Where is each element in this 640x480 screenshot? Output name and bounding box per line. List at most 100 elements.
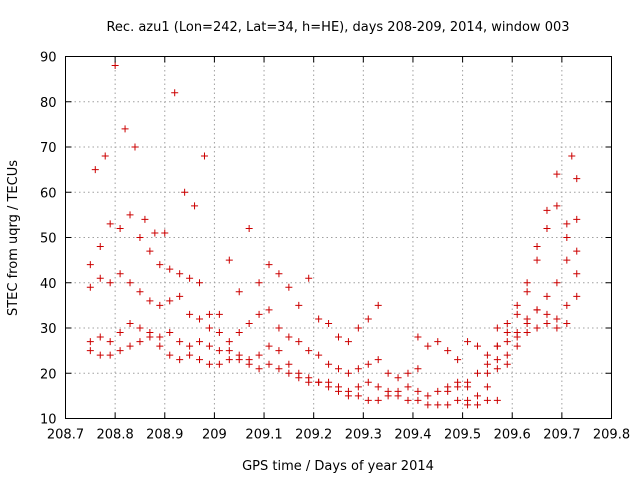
data-point xyxy=(141,215,149,223)
data-point xyxy=(146,247,154,255)
grid xyxy=(65,56,612,419)
data-point xyxy=(166,329,174,337)
data-point xyxy=(176,292,184,300)
data-point xyxy=(364,360,372,368)
data-point xyxy=(553,315,561,323)
data-point xyxy=(225,356,233,364)
data-point xyxy=(543,292,551,300)
data-point xyxy=(464,378,472,386)
data-point xyxy=(205,324,213,332)
x-tick-label: 209.1 xyxy=(245,428,282,443)
data-point xyxy=(394,392,402,400)
data-point xyxy=(245,360,253,368)
data-point xyxy=(493,342,501,350)
data-point xyxy=(444,347,452,355)
data-point xyxy=(186,310,194,318)
data-point xyxy=(96,243,104,251)
data-point xyxy=(146,297,154,305)
data-point xyxy=(245,319,253,327)
data-point xyxy=(483,383,491,391)
data-point xyxy=(384,392,392,400)
y-tick-label: 50 xyxy=(40,232,57,247)
x-tick-label: 209.6 xyxy=(494,428,531,443)
data-point xyxy=(354,365,362,373)
data-points xyxy=(86,62,581,409)
data-point xyxy=(196,338,204,346)
data-point xyxy=(503,338,511,346)
data-point xyxy=(156,261,164,269)
data-point xyxy=(275,365,283,373)
data-point xyxy=(503,360,511,368)
data-point xyxy=(354,383,362,391)
data-point xyxy=(404,369,412,377)
data-point xyxy=(171,89,179,97)
data-point xyxy=(374,383,382,391)
data-point xyxy=(533,306,541,314)
data-point xyxy=(543,206,551,214)
data-point xyxy=(503,319,511,327)
data-point xyxy=(553,170,561,178)
data-point xyxy=(136,338,144,346)
data-point xyxy=(335,387,342,395)
data-point xyxy=(86,261,94,269)
data-point xyxy=(464,396,472,404)
data-point xyxy=(563,256,571,264)
data-point xyxy=(424,401,432,409)
data-point xyxy=(305,378,313,386)
data-point xyxy=(151,229,159,237)
data-point xyxy=(434,387,442,395)
chart-title: Rec. azu1 (Lon=242, Lat=34, h=HE), days … xyxy=(106,20,569,35)
data-point xyxy=(374,301,382,309)
y-tick-label: 40 xyxy=(40,277,57,292)
data-point xyxy=(394,374,402,382)
data-point xyxy=(523,315,531,323)
data-point xyxy=(483,396,491,404)
data-point xyxy=(493,396,501,404)
data-point xyxy=(265,261,273,269)
data-point xyxy=(205,342,213,350)
data-point xyxy=(374,356,382,364)
data-point xyxy=(285,360,293,368)
y-tick-label: 10 xyxy=(40,413,57,428)
data-point xyxy=(285,333,293,341)
data-point xyxy=(573,215,581,223)
data-point xyxy=(503,351,511,359)
data-point xyxy=(325,319,333,327)
data-point xyxy=(86,338,94,346)
data-point xyxy=(156,301,164,309)
data-point xyxy=(344,392,352,400)
data-point xyxy=(523,329,531,337)
data-point xyxy=(493,365,501,373)
data-point xyxy=(335,333,342,341)
data-point xyxy=(414,396,422,404)
data-point xyxy=(424,392,432,400)
data-point xyxy=(275,324,283,332)
data-point xyxy=(215,329,223,337)
data-point xyxy=(533,256,541,264)
data-point xyxy=(424,342,432,350)
data-point xyxy=(106,279,114,287)
data-point xyxy=(523,279,531,287)
data-point xyxy=(354,324,362,332)
data-point xyxy=(116,270,124,278)
data-point xyxy=(215,360,223,368)
data-point xyxy=(285,283,293,291)
data-point xyxy=(96,333,104,341)
data-point xyxy=(344,369,352,377)
data-point xyxy=(563,301,571,309)
data-point xyxy=(255,310,263,318)
data-point xyxy=(414,365,422,373)
x-tick-label: 209.4 xyxy=(394,428,431,443)
x-tick-label: 209.5 xyxy=(444,428,481,443)
data-point xyxy=(473,342,481,350)
data-point xyxy=(96,351,104,359)
data-point xyxy=(126,279,134,287)
data-point xyxy=(354,392,362,400)
data-point xyxy=(146,333,154,341)
data-point xyxy=(235,356,243,364)
data-point xyxy=(196,356,204,364)
data-point xyxy=(275,347,283,355)
data-point xyxy=(473,392,481,400)
data-point xyxy=(473,401,481,409)
y-axis-label: STEC from uqrg / TECUs xyxy=(6,160,21,316)
